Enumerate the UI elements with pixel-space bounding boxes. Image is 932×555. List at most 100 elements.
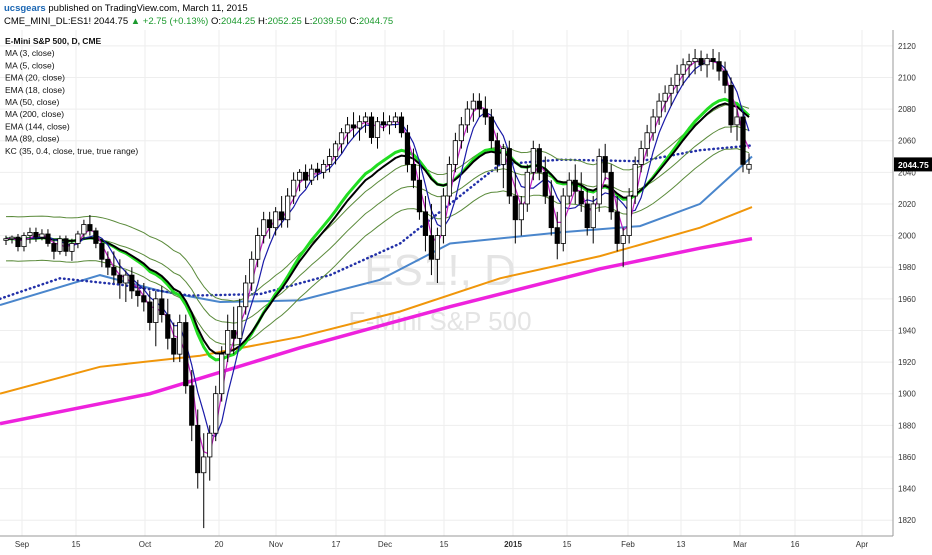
candle-up — [692, 58, 698, 63]
candle-down — [740, 116, 746, 165]
candle-up — [320, 164, 327, 173]
candle-down — [428, 235, 435, 260]
candle-down — [279, 211, 285, 221]
candle-down — [63, 238, 69, 252]
kc-mid-band — [5, 125, 750, 324]
x-tick-label: 13 — [677, 540, 686, 549]
candle-up — [644, 132, 650, 149]
candle-down — [578, 190, 584, 205]
y-tick-label: 2100 — [898, 73, 916, 82]
candle-up — [255, 235, 261, 260]
y-tick-label: 1920 — [898, 358, 916, 367]
y-tick-label: 2040 — [898, 168, 916, 177]
candle-down — [147, 301, 153, 323]
candle-down — [614, 211, 620, 244]
y-tick-label: 1840 — [898, 485, 916, 494]
candle-down — [111, 266, 117, 276]
candle-up — [560, 195, 566, 244]
candle-down — [602, 156, 608, 173]
candle-up — [21, 235, 27, 248]
symbol-label: CME_MINI_DL:ES1! — [4, 16, 92, 27]
x-tick-label: 16 — [791, 540, 800, 549]
candle-up — [326, 156, 333, 165]
candle-up — [392, 116, 399, 123]
open-value: 2044.25 — [220, 16, 256, 27]
y-tick-label: 1860 — [898, 453, 916, 462]
candle-down — [350, 124, 357, 129]
candle-up — [620, 235, 626, 244]
legend-item: E-Mini S&P 500, D, CME — [5, 36, 102, 46]
price-axis[interactable]: 1820 1840 1860 1880 1900 1920 1940 1960 1980 2000… — [892, 30, 932, 536]
candle-down — [710, 58, 716, 63]
price-chart[interactable]: ES1!, D E-Mini S&P 500 E-Mini S&P 500, D… — [0, 30, 932, 550]
time-axis[interactable]: Sep 15 Oct 20 Nov 17 Dec 15 2015 15 Feb 13 Mar 16 Apr — [0, 535, 893, 549]
candle-down — [231, 330, 237, 339]
candle-up — [27, 231, 33, 236]
candle-up — [470, 100, 476, 110]
candle-up — [362, 116, 369, 123]
candle-up — [464, 108, 470, 126]
high-label: H: — [257, 16, 268, 27]
legend-item: MA (50, close) — [5, 97, 59, 107]
y-tick-label: 1980 — [898, 263, 916, 272]
kc-lower-band — [5, 148, 750, 346]
legend-item: EMA (144, close) — [5, 121, 70, 131]
candle-up — [213, 393, 219, 434]
candle-down — [608, 171, 614, 213]
candle-up — [680, 64, 686, 75]
candle-up — [518, 203, 524, 221]
candle-up — [308, 168, 315, 181]
candle-down — [404, 132, 411, 165]
candle-up — [446, 164, 453, 197]
candle-up — [650, 116, 656, 134]
candle-up — [225, 330, 231, 355]
y-tick-label: 1960 — [898, 295, 916, 304]
candle-up — [57, 238, 63, 252]
candle-up — [9, 236, 15, 240]
indicator-lines — [0, 60, 754, 455]
x-tick-label: 20 — [215, 540, 224, 549]
candle-down — [368, 116, 375, 138]
x-tick-label: Oct — [139, 540, 152, 549]
up-arrow-icon: ▲ — [130, 16, 141, 27]
candle-up — [596, 156, 602, 205]
candle-down — [572, 179, 578, 192]
candle-down — [189, 385, 195, 426]
candle-up — [291, 179, 297, 197]
candle-up — [440, 195, 447, 236]
candle-up — [662, 92, 668, 102]
candle-up — [153, 298, 159, 323]
candle-down — [99, 243, 105, 260]
candle-up — [746, 164, 752, 170]
legend-item: EMA (20, close) — [5, 73, 65, 83]
chart-area[interactable]: ES1!, D E-Mini S&P 500 E-Mini S&P 500, D… — [0, 30, 932, 550]
candle-down — [117, 274, 123, 284]
candle-up — [75, 233, 81, 244]
candle-down — [584, 203, 590, 229]
candle-down — [105, 258, 111, 268]
legend-item: MA (5, close) — [5, 60, 55, 70]
y-tick-label: 1900 — [898, 390, 916, 399]
candle-down — [15, 236, 21, 248]
publisher-line: ucsgears published on TradingView.com, M… — [4, 3, 248, 14]
candle-down — [722, 70, 728, 86]
candle-up — [3, 238, 9, 241]
candle-up — [434, 235, 441, 260]
y-tick-label: 1880 — [898, 421, 916, 430]
candle-up — [524, 171, 530, 205]
candle-down — [45, 233, 51, 244]
candle-up — [249, 258, 255, 284]
candle-down — [267, 219, 273, 229]
candle-up — [686, 61, 692, 66]
last-price: 2044.75 — [93, 16, 129, 27]
y-tick-label: 2080 — [898, 105, 916, 114]
quote-line: CME_MINI_DL:ES1! 2044.75 ▲ +2.75 (+0.13%… — [4, 16, 393, 27]
candle-up — [39, 233, 45, 238]
candle-up — [273, 211, 279, 229]
close-label: C: — [349, 16, 359, 27]
x-tick-label: 15 — [563, 540, 572, 549]
ma50-line — [0, 144, 754, 301]
username-link[interactable]: ucsgears — [4, 3, 46, 14]
candle-up — [704, 58, 710, 66]
candle-down — [33, 231, 39, 238]
